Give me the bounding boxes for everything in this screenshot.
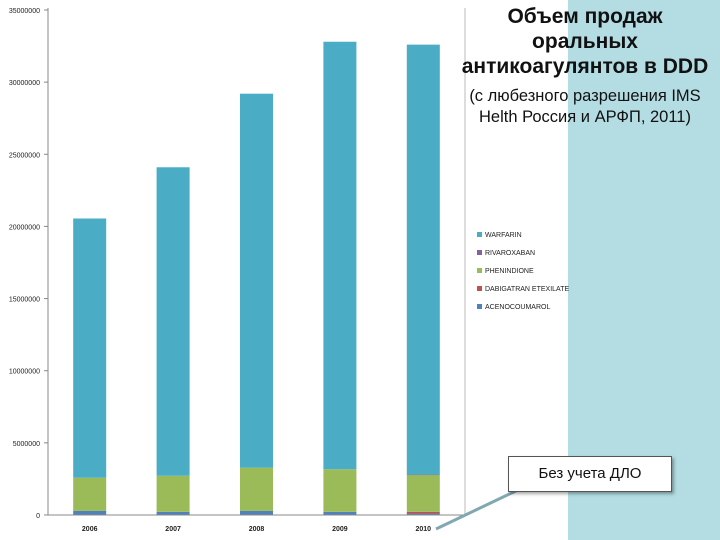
bar-segment-rivaroxaban: [406, 474, 440, 476]
bar-segment-warfarin: [240, 93, 273, 468]
y-tick-label: 35000000: [9, 8, 40, 15]
bar-segment-phenindione: [240, 467, 273, 511]
bar-segment-phenindione: [406, 475, 440, 512]
bar-series: [73, 41, 440, 515]
callout-pointer: [435, 486, 523, 531]
y-axis: 0 5000000 10000000 15000000 20000000 25000000…: [9, 8, 48, 520]
bar-segment-phenindione: [323, 469, 357, 512]
legend-label: WARFARIN: [485, 232, 522, 239]
y-tick-label: 20000000: [9, 224, 40, 231]
legend-label: PHENINDIONE: [485, 268, 534, 275]
x-tick-label: 2010: [416, 526, 432, 533]
bar-segment-phenindione: [73, 477, 107, 511]
legend-label: DABIGATRAN ETEXILATE: [485, 286, 569, 293]
legend-label: RIVAROXABAN: [485, 250, 535, 257]
bar-segment-warfarin: [156, 167, 190, 476]
bar-segment-dabigatran-etexilate: [406, 511, 440, 514]
bar-segment-acenocoumarol: [73, 510, 107, 515]
bar-segment-warfarin: [73, 218, 107, 478]
chart-subtitle: (с любезного разрешения IMS Helth Россия…: [469, 87, 701, 126]
bar-segment-acenocoumarol: [156, 511, 190, 515]
bar-segment-warfarin: [406, 44, 440, 475]
y-tick-label: 5000000: [13, 441, 40, 448]
x-tick-label: 2009: [332, 526, 348, 533]
y-tick-label: 25000000: [9, 152, 40, 159]
bar-segment-acenocoumarol: [323, 511, 357, 515]
x-tick-label: 2007: [165, 526, 181, 533]
x-tick-label: 2006: [82, 526, 98, 533]
decorative-band: [568, 0, 720, 540]
y-tick-label: 15000000: [9, 297, 40, 304]
bar-segment-acenocoumarol: [406, 513, 440, 515]
chart-title: Объем продаж оральных антикоагулянтов в …: [461, 5, 709, 78]
x-tick-label: 2008: [249, 526, 265, 533]
legend-swatch: [477, 304, 482, 309]
legend-swatch: [477, 286, 482, 291]
bar-segment-warfarin: [323, 41, 357, 470]
bar-segment-acenocoumarol: [240, 510, 273, 515]
legend-label: ACENOCOUMAROL: [485, 304, 550, 311]
bar-segment-phenindione: [156, 475, 190, 512]
title-block: Объем продаж оральных антикоагулянтов в …: [452, 4, 718, 128]
y-tick-label: 30000000: [9, 80, 40, 87]
legend-swatch: [477, 250, 482, 255]
legend-swatch: [477, 232, 482, 237]
y-tick-label: 10000000: [9, 369, 40, 376]
legend: WARFARIN RIVAROXABAN PHENINDIONE DABIGATRAN…: [477, 232, 569, 311]
x-axis: 2006 2007 2008 2009 2010: [82, 526, 431, 533]
callout-note: Без учета ДЛО: [508, 456, 672, 492]
y-tick-label: 0: [36, 513, 40, 520]
legend-swatch: [477, 268, 482, 273]
